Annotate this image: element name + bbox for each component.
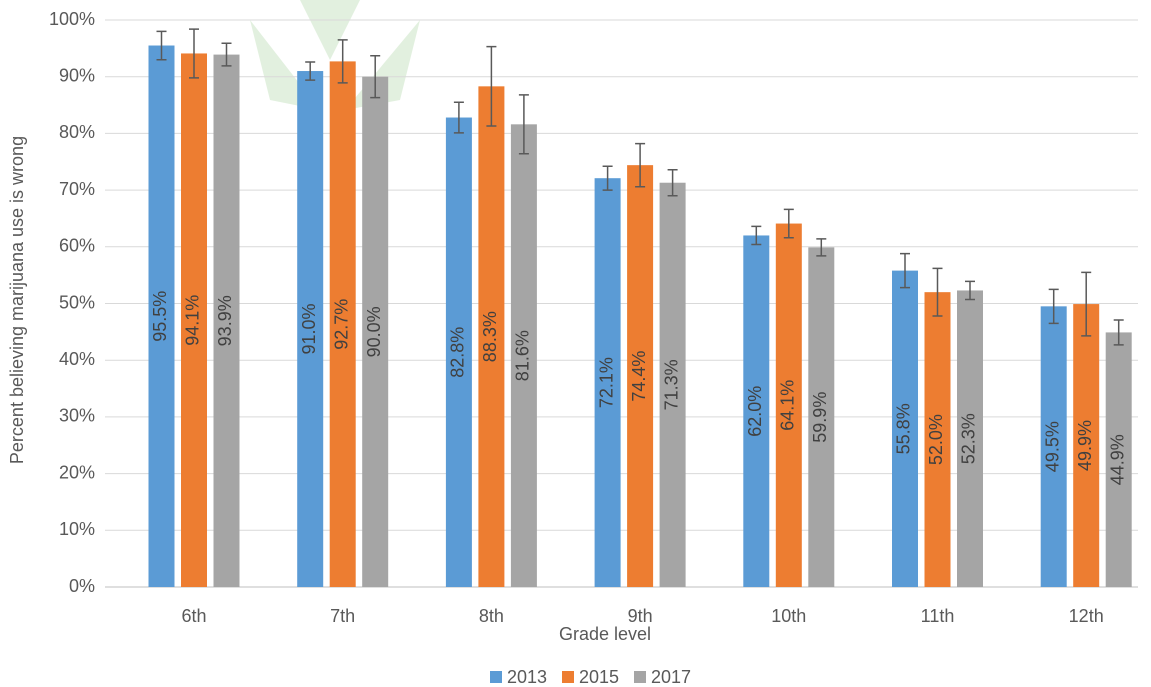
- x-tick-label: 12th: [1069, 606, 1104, 626]
- y-tick-label: 50%: [59, 292, 95, 312]
- value-label: 81.6%: [513, 330, 533, 381]
- error-bar: [189, 28, 199, 79]
- error-bar: [751, 225, 762, 246]
- y-axis-title: Percent believing marijuana use is wrong: [7, 136, 27, 464]
- error-bar: [156, 30, 167, 61]
- x-axis-title: Grade level: [559, 624, 651, 644]
- x-tick-label: 7th: [330, 606, 355, 626]
- bar: [808, 247, 835, 587]
- bar: [148, 45, 175, 587]
- error-bar: [900, 252, 910, 289]
- bar: [297, 71, 324, 587]
- bar: [329, 61, 356, 588]
- x-tick-label: 10th: [771, 606, 806, 626]
- error-bar: [1113, 319, 1124, 346]
- error-bar: [486, 45, 497, 127]
- bar: [659, 182, 686, 587]
- error-bar: [221, 42, 232, 67]
- error-bar: [370, 54, 381, 99]
- bar: [510, 124, 537, 587]
- value-label: 92.7%: [331, 299, 351, 350]
- x-tick-label: 6th: [181, 606, 206, 626]
- value-label: 93.9%: [215, 295, 235, 346]
- y-tick-label: 30%: [59, 406, 95, 426]
- legend-swatch: [562, 671, 574, 683]
- y-tick-label: 100%: [49, 9, 95, 29]
- value-label: 62.0%: [745, 386, 765, 437]
- y-tick-label: 70%: [59, 179, 95, 199]
- legend-swatch: [490, 671, 502, 683]
- y-tick-label: 20%: [59, 462, 95, 482]
- value-label: 72.1%: [596, 357, 616, 408]
- error-bar: [518, 94, 529, 155]
- bar: [1040, 306, 1067, 587]
- bar: [1073, 304, 1100, 587]
- bar: [478, 86, 505, 588]
- bar: [957, 290, 983, 587]
- value-label: 52.0%: [926, 414, 946, 465]
- value-label: 52.3%: [959, 413, 979, 464]
- x-tick-label: 9th: [628, 606, 653, 626]
- value-label: 94.1%: [183, 295, 203, 346]
- bar: [775, 223, 802, 588]
- y-tick-label: 90%: [59, 65, 95, 85]
- error-bar: [635, 142, 646, 188]
- y-tick-label: 10%: [59, 519, 95, 539]
- value-label: 74.4%: [629, 351, 649, 402]
- bar: [594, 178, 621, 587]
- error-bar: [965, 280, 975, 301]
- error-bar: [602, 165, 613, 191]
- y-tick-label: 40%: [59, 349, 95, 369]
- value-label: 82.8%: [448, 327, 468, 378]
- value-label: 49.5%: [1042, 421, 1062, 472]
- x-tick-label: 11th: [921, 606, 955, 626]
- value-label: 59.9%: [810, 392, 830, 443]
- legend-swatch: [634, 671, 646, 683]
- x-tick-label: 8th: [479, 606, 504, 626]
- legend-label: 2013: [507, 667, 547, 687]
- value-label: 49.9%: [1075, 420, 1095, 471]
- error-bar: [1081, 271, 1092, 337]
- error-bar: [305, 61, 316, 81]
- value-label: 55.8%: [894, 403, 914, 454]
- value-label: 90.0%: [364, 306, 384, 357]
- value-label: 71.3%: [661, 359, 681, 410]
- bar: [362, 76, 389, 587]
- bar: [1105, 332, 1132, 587]
- error-bar: [337, 39, 348, 84]
- bar: [445, 117, 472, 588]
- error-bar: [1048, 288, 1059, 325]
- value-label: 91.0%: [299, 303, 319, 354]
- bar: [743, 235, 770, 587]
- error-bar: [453, 101, 464, 134]
- value-label: 64.1%: [778, 380, 798, 431]
- y-tick-label: 80%: [59, 122, 95, 142]
- value-label: 88.3%: [480, 311, 500, 362]
- legend-label: 2017: [651, 667, 691, 687]
- error-bar: [932, 267, 943, 317]
- error-bar: [667, 168, 678, 197]
- value-label: 44.9%: [1107, 434, 1127, 485]
- error-bar: [783, 208, 794, 239]
- bar: [892, 270, 918, 587]
- bar: [181, 53, 207, 587]
- y-tick-label: 60%: [59, 236, 95, 256]
- bar: [627, 165, 654, 588]
- legend-label: 2015: [579, 667, 619, 687]
- y-tick-label: 0%: [69, 576, 95, 596]
- error-bar: [816, 238, 827, 257]
- bar: [213, 54, 240, 588]
- value-label: 95.5%: [150, 291, 170, 342]
- bar: [924, 292, 951, 587]
